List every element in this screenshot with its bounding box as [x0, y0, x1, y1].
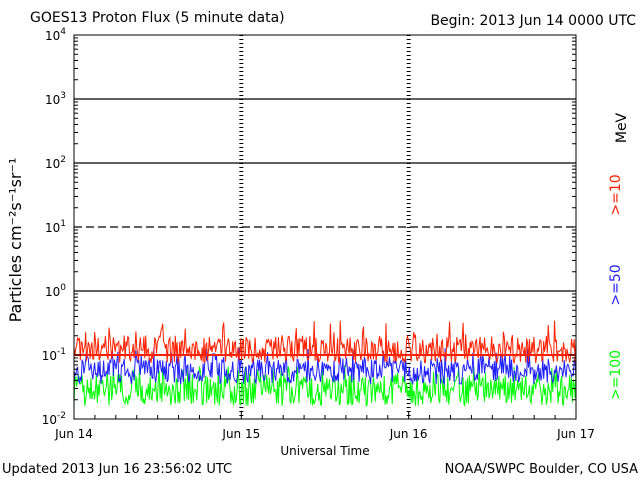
series-layer	[73, 320, 577, 408]
y-tick-label: 100	[45, 283, 66, 299]
legend-label: >=100	[608, 350, 624, 400]
y-axis-label: Particles cm⁻²s⁻¹sr⁻¹	[6, 158, 25, 323]
y-tick-label: 104	[45, 27, 66, 43]
y-tick-label: 103	[45, 91, 66, 107]
series-line	[73, 365, 577, 408]
updated-timestamp: Updated 2013 Jun 16 23:56:02 UTC	[2, 462, 232, 477]
y-tick-label: 10-2	[42, 411, 66, 427]
y-axis-ticks: 10-2 10-1 100 101 102 103 104	[42, 27, 576, 427]
y-tick-label: 10-1	[42, 347, 66, 363]
x-axis-ticks: Jun 14 Jun 15 Jun 16 Jun 17	[54, 412, 595, 441]
credit-label: NOAA/SWPC Boulder, CO USA	[445, 462, 638, 477]
x-tick-label: Jun 15	[221, 427, 260, 441]
chart-title: GOES13 Proton Flux (5 minute data)	[30, 10, 285, 26]
series-line	[73, 347, 577, 386]
reference-lines	[74, 226, 576, 356]
x-tick-label: Jun 16	[389, 427, 428, 441]
legend-label: >=50	[608, 264, 624, 305]
y-tick-label: 102	[45, 155, 66, 171]
y-tick-label: 101	[45, 219, 66, 235]
legend-label: >=10	[608, 174, 624, 215]
x-tick-label: Jun 14	[54, 427, 93, 441]
begin-time-label: Begin: 2013 Jun 14 0000 UTC	[430, 13, 636, 29]
x-axis-label: Universal Time	[280, 444, 369, 458]
x-tick-label: Jun 17	[556, 427, 595, 441]
legend-units-label: MeV	[614, 112, 630, 143]
legend: >=10 >=50 >=100 MeV	[608, 112, 630, 400]
